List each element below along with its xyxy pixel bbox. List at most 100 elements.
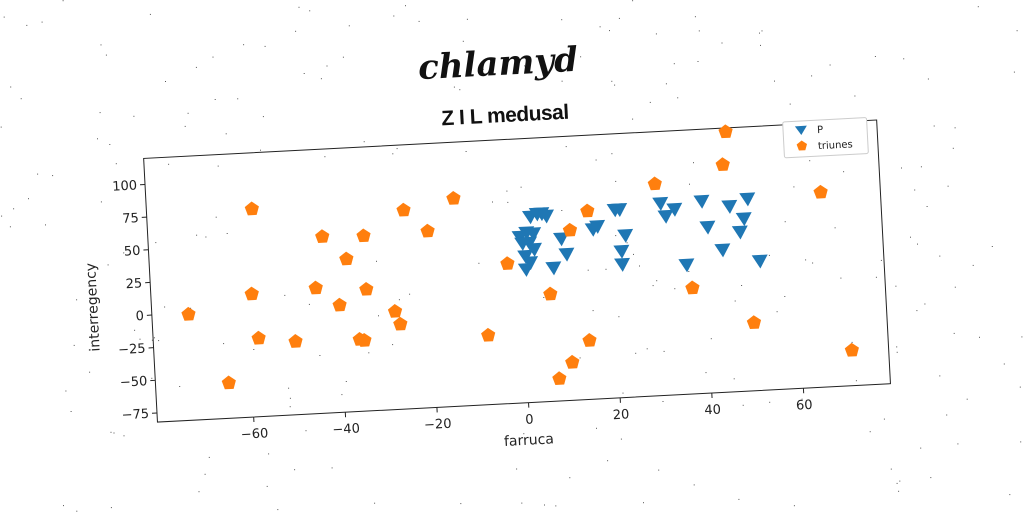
speckle bbox=[561, 210, 563, 211]
point-p bbox=[522, 256, 539, 271]
speckle bbox=[896, 351, 898, 353]
y-tick-label: 75 bbox=[122, 211, 139, 227]
speckle bbox=[151, 339, 153, 341]
speckle bbox=[614, 84, 616, 86]
speckle bbox=[543, 297, 545, 298]
speckle bbox=[217, 165, 219, 167]
speckle bbox=[869, 431, 871, 433]
speckle bbox=[266, 485, 268, 487]
speckle bbox=[320, 78, 322, 80]
speckle bbox=[972, 264, 974, 266]
point-p bbox=[731, 225, 748, 240]
speckle bbox=[507, 201, 509, 203]
speckle bbox=[611, 153, 613, 155]
point-triunes bbox=[543, 286, 558, 301]
data-marks bbox=[181, 124, 859, 390]
speckle bbox=[149, 13, 151, 15]
speckle bbox=[1003, 363, 1005, 365]
speckle bbox=[260, 149, 261, 151]
speckle bbox=[920, 447, 922, 449]
point-triunes bbox=[685, 280, 700, 295]
speckle bbox=[288, 387, 290, 389]
speckle bbox=[3, 16, 5, 18]
speckle bbox=[784, 296, 786, 297]
speckle bbox=[615, 180, 617, 182]
speckle bbox=[580, 56, 582, 58]
speckle bbox=[198, 491, 200, 493]
speckle bbox=[926, 206, 928, 207]
speckle bbox=[895, 285, 897, 287]
speckle bbox=[243, 44, 245, 46]
speckle bbox=[939, 375, 941, 377]
point-triunes bbox=[718, 124, 733, 139]
speckle bbox=[110, 507, 112, 509]
speckle bbox=[776, 311, 778, 313]
speckle bbox=[914, 189, 916, 191]
speckle bbox=[523, 433, 525, 435]
y-tick-label: 100 bbox=[112, 178, 138, 194]
speckle bbox=[784, 221, 786, 223]
point-triunes bbox=[580, 203, 595, 218]
point-triunes bbox=[647, 176, 662, 191]
point-p bbox=[525, 242, 542, 257]
point-triunes bbox=[315, 229, 330, 244]
speckle bbox=[649, 101, 651, 103]
speckle bbox=[133, 115, 135, 117]
speckle bbox=[158, 340, 160, 342]
speckle bbox=[187, 112, 189, 114]
speckle bbox=[609, 30, 610, 32]
speckle bbox=[212, 56, 214, 58]
speckle bbox=[759, 32, 760, 34]
speckle bbox=[966, 398, 968, 400]
y-tick-label: 25 bbox=[125, 276, 142, 292]
speckle bbox=[396, 148, 398, 150]
speckle bbox=[903, 58, 905, 60]
speckle bbox=[663, 350, 665, 352]
x-tick-label: 20 bbox=[612, 407, 629, 423]
speckle bbox=[226, 233, 228, 234]
speckle bbox=[478, 262, 480, 264]
speckle bbox=[264, 45, 266, 47]
speckle bbox=[99, 112, 101, 114]
speckle bbox=[1, 215, 3, 217]
speckle bbox=[611, 80, 613, 82]
speckle bbox=[28, 198, 29, 200]
point-triunes bbox=[446, 190, 461, 205]
speckle bbox=[289, 406, 291, 408]
speckle bbox=[151, 377, 153, 379]
speckle bbox=[1016, 30, 1018, 32]
point-triunes bbox=[562, 222, 578, 237]
speckle bbox=[656, 280, 658, 282]
speckle bbox=[741, 285, 743, 286]
speckle bbox=[620, 438, 622, 440]
speckle bbox=[633, 253, 634, 255]
point-triunes bbox=[308, 280, 323, 295]
point-p bbox=[538, 209, 554, 224]
speckle bbox=[205, 236, 207, 238]
speckle bbox=[52, 175, 54, 177]
speckle bbox=[305, 430, 307, 432]
point-p bbox=[657, 209, 674, 224]
speckle bbox=[45, 224, 46, 226]
speckle bbox=[677, 97, 679, 99]
point-triunes bbox=[356, 228, 371, 243]
speckle bbox=[688, 271, 690, 272]
speckle bbox=[693, 484, 695, 486]
speckle bbox=[1020, 441, 1022, 443]
speckle bbox=[809, 160, 811, 162]
speckle bbox=[345, 381, 347, 382]
speckle bbox=[579, 357, 581, 359]
speckle bbox=[398, 299, 400, 301]
speckle bbox=[309, 10, 311, 12]
speckle bbox=[662, 401, 664, 402]
speckle bbox=[168, 163, 170, 165]
speckle bbox=[769, 401, 771, 403]
point-p bbox=[589, 219, 606, 234]
speckle bbox=[854, 95, 856, 97]
speckle bbox=[812, 262, 814, 264]
speckle bbox=[524, 65, 526, 67]
speckle bbox=[896, 482, 898, 484]
speckle bbox=[561, 19, 563, 21]
point-triunes bbox=[251, 330, 266, 345]
speckle bbox=[179, 386, 181, 387]
